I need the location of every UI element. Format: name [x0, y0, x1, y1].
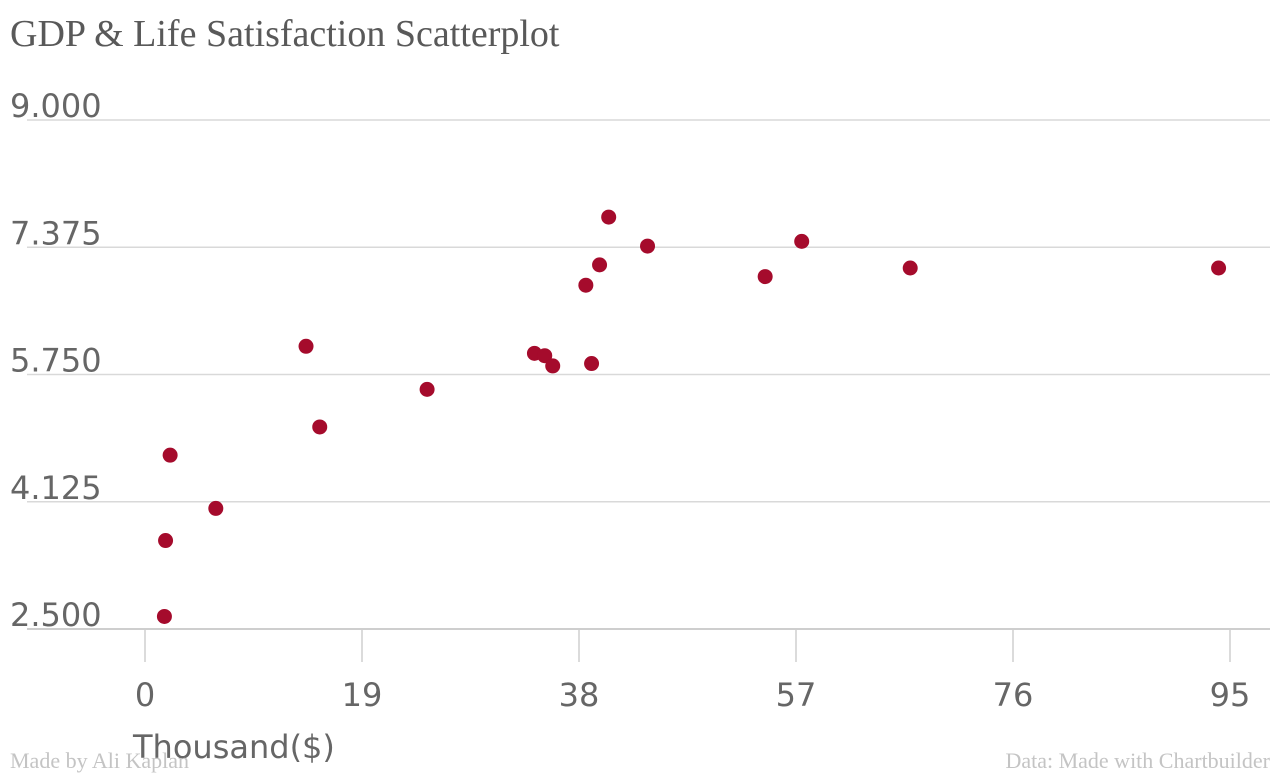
y-tick-label: 5.750 — [10, 342, 102, 380]
y-tick-label: 4.125 — [10, 469, 102, 507]
data-point — [578, 277, 594, 293]
data-point — [419, 381, 435, 397]
data-point — [156, 608, 172, 624]
data-point — [298, 338, 314, 354]
x-axis-labels: 0 19 38 57 76 95 — [135, 676, 1251, 714]
y-tick-label: 9.000 — [10, 87, 102, 125]
data-point — [158, 533, 174, 549]
data-point — [312, 419, 328, 435]
chart-title: GDP & Life Satisfaction Scatterplot — [10, 13, 560, 55]
data-point — [545, 358, 561, 374]
data-point — [592, 257, 608, 273]
x-tick-label: 19 — [342, 676, 383, 714]
data-point — [902, 260, 918, 276]
data-point — [640, 238, 656, 254]
data-point — [1211, 260, 1227, 276]
x-tick-label: 95 — [1210, 676, 1251, 714]
y-axis-labels: 9.000 7.375 5.750 4.125 2.500 — [10, 87, 102, 634]
data-point — [794, 233, 810, 249]
data-point — [757, 269, 773, 285]
data-points — [156, 209, 1227, 624]
y-tick-label: 7.375 — [10, 214, 102, 252]
x-axis-label: Thousand($) — [132, 728, 335, 766]
data-point — [162, 447, 178, 463]
data-point — [537, 348, 553, 364]
data-point — [208, 500, 224, 516]
x-tick-label: 0 — [135, 676, 155, 714]
footer-credit: Made by Ali Kaplan — [10, 748, 190, 773]
y-tick-label: 2.500 — [10, 596, 102, 634]
x-axis-ticks — [144, 629, 1231, 662]
x-tick-label: 38 — [559, 676, 600, 714]
footer-source: Data: Made with Chartbuilder — [1005, 748, 1270, 773]
data-point — [584, 356, 600, 372]
x-tick-label: 57 — [776, 676, 817, 714]
x-tick-label: 76 — [993, 676, 1034, 714]
grid-lines — [27, 119, 1270, 630]
data-point — [601, 209, 617, 225]
